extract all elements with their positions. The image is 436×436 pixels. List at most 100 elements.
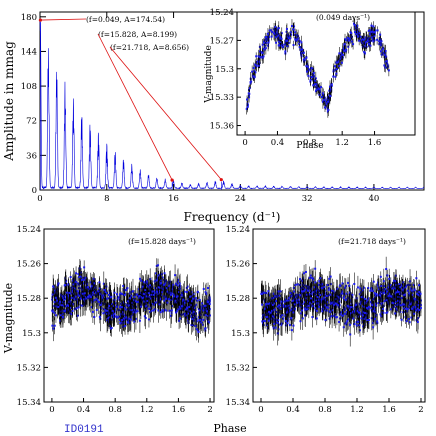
data-point <box>94 294 97 297</box>
data-point <box>366 319 369 322</box>
data-point <box>102 282 105 285</box>
data-point <box>142 280 145 283</box>
data-point <box>352 43 355 46</box>
data-point <box>293 25 296 28</box>
data-point <box>399 286 402 289</box>
data-point <box>196 329 199 332</box>
data-point <box>86 283 89 286</box>
data-point <box>133 298 136 301</box>
data-point <box>203 309 206 312</box>
data-point <box>314 90 317 93</box>
data-point <box>273 297 276 300</box>
data-point <box>376 29 379 32</box>
data-point <box>64 297 67 300</box>
data-point <box>252 67 255 70</box>
data-point <box>91 310 94 313</box>
data-point <box>367 297 370 300</box>
data-point <box>417 304 420 307</box>
y-tick-label: 15.3 <box>22 329 41 339</box>
data-point <box>309 302 312 305</box>
data-point <box>272 326 275 329</box>
data-point <box>157 264 160 267</box>
data-point <box>195 328 198 331</box>
data-point <box>277 27 280 30</box>
data-point <box>389 295 392 298</box>
data-point <box>307 68 310 71</box>
data-point <box>261 55 264 58</box>
data-point <box>88 288 91 291</box>
data-point <box>163 308 166 311</box>
data-point <box>139 305 142 308</box>
data-point <box>112 304 115 307</box>
data-point <box>400 297 403 300</box>
data-point <box>330 302 333 305</box>
data-point <box>107 316 110 319</box>
data-point <box>382 291 385 294</box>
data-point <box>358 32 361 35</box>
data-point <box>269 313 272 316</box>
periodogram-frame <box>39 11 425 191</box>
data-point <box>67 308 70 311</box>
data-point <box>59 293 62 296</box>
x-tick-label: 0.8 <box>108 405 122 415</box>
data-point <box>78 267 81 270</box>
data-point <box>155 272 158 275</box>
data-point <box>114 308 117 311</box>
data-point <box>334 65 337 68</box>
data-point <box>332 294 335 297</box>
data-point <box>297 298 300 301</box>
data-point <box>141 297 144 300</box>
data-point <box>407 317 410 320</box>
data-point <box>300 312 303 315</box>
data-point <box>381 307 384 310</box>
data-point <box>162 310 165 313</box>
data-point <box>399 310 402 313</box>
data-point <box>290 329 293 332</box>
data-point <box>119 292 122 295</box>
data-point <box>384 66 387 69</box>
data-point <box>78 276 81 279</box>
data-point <box>190 300 193 303</box>
data-point <box>290 25 293 28</box>
data-point <box>123 306 126 309</box>
data-point <box>76 301 79 304</box>
data-point <box>336 304 339 307</box>
data-point <box>358 293 361 296</box>
data-point <box>165 309 168 312</box>
data-point <box>77 273 80 276</box>
data-point <box>277 303 280 306</box>
data-point <box>412 305 415 308</box>
data-point <box>312 300 315 303</box>
data-point <box>130 290 133 293</box>
data-point <box>372 40 375 43</box>
data-point <box>361 305 364 308</box>
data-point <box>295 299 298 302</box>
data-point <box>100 294 103 297</box>
data-point <box>360 317 363 320</box>
data-point <box>82 303 85 306</box>
data-point <box>159 311 162 314</box>
data-point <box>101 296 104 299</box>
data-point <box>118 319 121 322</box>
data-point <box>150 293 153 296</box>
data-point <box>311 305 314 308</box>
data-point <box>306 308 309 311</box>
data-point <box>59 314 62 317</box>
data-point <box>261 52 264 55</box>
data-point <box>393 287 396 290</box>
data-point <box>158 303 161 306</box>
data-point <box>57 302 60 305</box>
data-point <box>342 46 345 49</box>
data-point <box>274 308 277 311</box>
data-point <box>372 307 375 310</box>
data-point <box>148 284 151 287</box>
data-point <box>266 306 269 309</box>
data-point <box>338 284 341 287</box>
data-point <box>370 307 373 310</box>
data-point <box>122 317 125 320</box>
data-point <box>299 287 302 290</box>
data-point <box>103 294 106 297</box>
periodogram-xlabel: Frequency (d⁻¹) <box>184 210 281 224</box>
data-point <box>174 274 177 277</box>
data-point <box>369 33 372 36</box>
